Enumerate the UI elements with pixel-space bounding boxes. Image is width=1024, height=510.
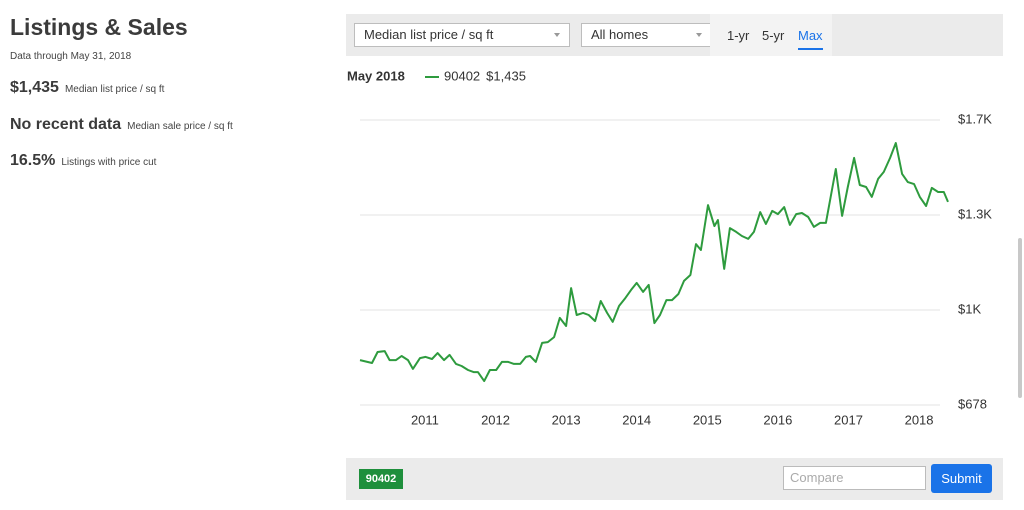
x-tick-label: 2015 bbox=[693, 412, 722, 427]
x-tick-label: 2014 bbox=[622, 412, 651, 427]
y-tick-label: $678 bbox=[958, 396, 987, 411]
series-line bbox=[359, 142, 949, 383]
stat: $1,435 Median list price / sq ft bbox=[10, 79, 164, 97]
x-tick-label: 2017 bbox=[834, 412, 863, 427]
x-tick-label: 2016 bbox=[763, 412, 792, 427]
range-tab[interactable]: Max bbox=[798, 28, 823, 50]
compare-input[interactable]: Compare bbox=[783, 466, 926, 490]
range-tabs: 1-yr 5-yr Max bbox=[710, 14, 832, 56]
toolbar: Median list price / sq ft All homes 1-yr… bbox=[346, 14, 1003, 56]
submit-button[interactable]: Submit bbox=[931, 464, 992, 493]
subtitle: Data through May 31, 2018 bbox=[10, 51, 132, 62]
range-tab[interactable]: 5-yr bbox=[762, 28, 785, 43]
legend-value: $1,435 bbox=[486, 68, 526, 83]
series-badge: 90402 bbox=[359, 469, 403, 489]
stat: 16.5% Listings with price cut bbox=[10, 152, 156, 170]
footer-bar: 90402 Compare Submit bbox=[346, 458, 1003, 500]
metric-select[interactable]: Median list price / sq ft bbox=[354, 23, 570, 47]
page-title: Listings & Sales bbox=[10, 14, 188, 40]
stat-label: Median list price / sq ft bbox=[64, 84, 165, 95]
y-tick-label: $1.3K bbox=[958, 206, 992, 221]
y-tick-label: $1.7K bbox=[958, 111, 992, 126]
stat-value: No recent data bbox=[10, 116, 122, 133]
home-type-select[interactable]: All homes bbox=[581, 23, 712, 47]
x-tick-label: 2012 bbox=[481, 412, 510, 427]
stat: No recent data Median sale price / sq ft bbox=[10, 116, 233, 134]
stat-label: Median sale price / sq ft bbox=[127, 121, 233, 132]
x-tick-label: 2018 bbox=[905, 412, 934, 427]
legend-date: May 2018 bbox=[347, 68, 405, 83]
stat-value: 16.5% bbox=[10, 152, 56, 169]
range-tab[interactable]: 1-yr bbox=[727, 28, 750, 43]
stat-label: Listings with price cut bbox=[61, 157, 157, 168]
chart: May 2018 90402 $1,435 $678 $1K $1.3K $1.7K 2… bbox=[347, 68, 992, 427]
x-tick-label: 2011 bbox=[411, 412, 439, 427]
y-tick-label: $1K bbox=[958, 301, 981, 316]
stat-value: $1,435 bbox=[10, 79, 59, 96]
scrollbar bbox=[1018, 238, 1022, 398]
x-tick-label: 2013 bbox=[552, 412, 581, 427]
legend-series: 90402 bbox=[444, 68, 480, 83]
